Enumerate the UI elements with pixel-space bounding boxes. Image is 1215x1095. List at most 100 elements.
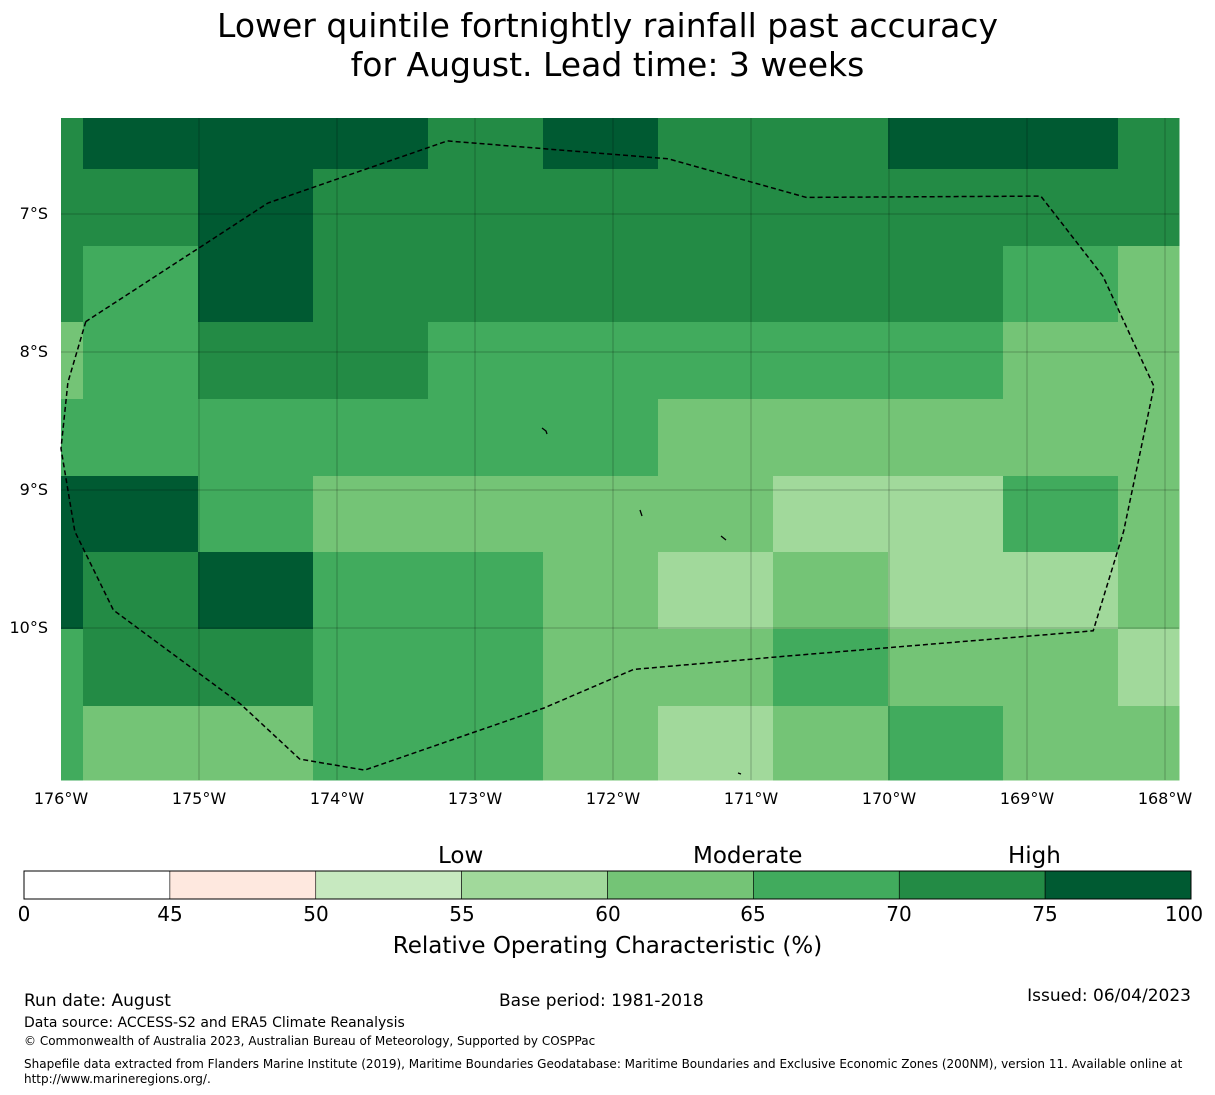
grid-cell: [198, 169, 314, 247]
grid-cell: [543, 322, 659, 400]
grid-cell: [543, 706, 659, 781]
grid-cell: [773, 552, 889, 630]
grid-cell: [543, 246, 659, 323]
category-low: Low: [438, 843, 484, 869]
grid-cell: [428, 118, 544, 170]
lon-label-176w: 176°W: [33, 789, 89, 808]
grid-cell: [888, 118, 1004, 170]
grid-cell: [428, 629, 544, 707]
grid-cell: [1003, 629, 1119, 707]
lon-label-171w: 171°W: [723, 789, 779, 808]
lon-label-169w: 169°W: [999, 789, 1055, 808]
grid-cell: [888, 706, 1004, 781]
grid-cell: [83, 322, 199, 400]
lon-label-175w: 175°W: [171, 789, 227, 808]
grid-cell: [543, 169, 659, 247]
grid-cell: [61, 118, 84, 170]
colorbar-tick-100: 100: [1164, 902, 1204, 926]
grid-cell: [1118, 169, 1180, 247]
colorbar-tick-65: 65: [740, 902, 766, 926]
grid-cell: [83, 629, 199, 707]
grid-cell: [198, 246, 314, 323]
grid-cell: [1003, 399, 1119, 477]
grid-cell: [61, 629, 84, 707]
grid-cell: [61, 552, 84, 630]
grid-cell: [61, 399, 84, 477]
title-line-1: Lower quintile fortnightly rainfall past…: [217, 6, 998, 45]
grid-cell: [773, 399, 889, 477]
islands: [541, 427, 742, 775]
grid-cell: [198, 476, 314, 553]
grid-cell: [658, 246, 774, 323]
colorbar-tick-70: 70: [886, 902, 912, 926]
grid-cell: [773, 118, 889, 170]
grid-cell: [313, 246, 429, 323]
colorbar-tick-55: 55: [449, 902, 475, 926]
base-period: Base period: 1981-2018: [499, 991, 704, 1011]
grid-cell: [658, 399, 774, 477]
grid-cell: [543, 118, 659, 170]
grid-cell: [773, 706, 889, 781]
graticule: [61, 118, 1179, 780]
grid-cell: [773, 322, 889, 400]
grid-cell: [198, 629, 314, 707]
colorbar-label: Relative Operating Characteristic (%): [392, 933, 823, 959]
grid-cell: [543, 552, 659, 630]
colorbar-tick-0: 0: [17, 902, 31, 926]
grid-cell: [1003, 118, 1119, 170]
grid-cell: [313, 118, 429, 170]
grid-cell: [198, 706, 314, 781]
grid-cell: [1003, 246, 1119, 323]
lon-label-174w: 174°W: [309, 789, 365, 808]
grid-cell: [1118, 246, 1180, 323]
grid-cell: [428, 552, 544, 630]
category-high: High: [1008, 843, 1061, 869]
data-source: Data source: ACCESS-S2 and ERA5 Climate …: [24, 1015, 405, 1031]
shapefile-credit-line-1: Shapefile data extracted from Flanders M…: [24, 1057, 1183, 1071]
grid-cell: [83, 476, 199, 553]
grid-cell: [1118, 552, 1180, 630]
grid-cell: [61, 322, 84, 400]
grid-cell: [61, 246, 84, 323]
grid-cell: [198, 322, 314, 400]
grid-cells: [61, 118, 1180, 781]
grid-cell: [198, 399, 314, 477]
grid-cell: [658, 629, 774, 707]
grid-cell: [428, 322, 544, 400]
colorbar-tick-45: 45: [157, 902, 183, 926]
island-atafu: [541, 427, 548, 435]
grid-cell: [658, 118, 774, 170]
island-nukunonu: [639, 509, 643, 517]
grid-cell: [773, 169, 889, 247]
grid-cell: [888, 399, 1004, 477]
grid-cell: [888, 629, 1004, 707]
run-date: Run date: August: [24, 991, 171, 1011]
lat-label-9s: 9°S: [19, 480, 48, 499]
grid-cell: [428, 169, 544, 247]
grid-cell: [543, 629, 659, 707]
grid-cell: [428, 399, 544, 477]
grid-cell: [428, 476, 544, 553]
grid-cell: [83, 169, 199, 247]
grid-cell: [198, 118, 314, 170]
grid-cell: [1118, 399, 1180, 477]
grid-cell: [773, 246, 889, 323]
grid-cell: [313, 552, 429, 630]
title-line-2: for August. Lead time: 3 weeks: [350, 45, 865, 84]
grid-cell: [888, 322, 1004, 400]
grid-cell: [83, 118, 199, 170]
grid-cell: [1003, 476, 1119, 553]
grid-cell: [83, 552, 199, 630]
grid-cell: [198, 552, 314, 630]
category-moderate: Moderate: [693, 843, 803, 869]
colorbar-tick-75: 75: [1032, 902, 1058, 926]
grid-cell: [83, 706, 199, 781]
grid-cell: [313, 629, 429, 707]
grid-cell: [61, 169, 84, 247]
grid-cell: [888, 552, 1004, 630]
grid-cell: [313, 399, 429, 477]
map-title: Lower quintile fortnightly rainfall past…: [0, 6, 1215, 84]
grid-cell: [313, 706, 429, 781]
lon-label-172w: 172°W: [585, 789, 641, 808]
grid-cell: [888, 476, 1004, 553]
